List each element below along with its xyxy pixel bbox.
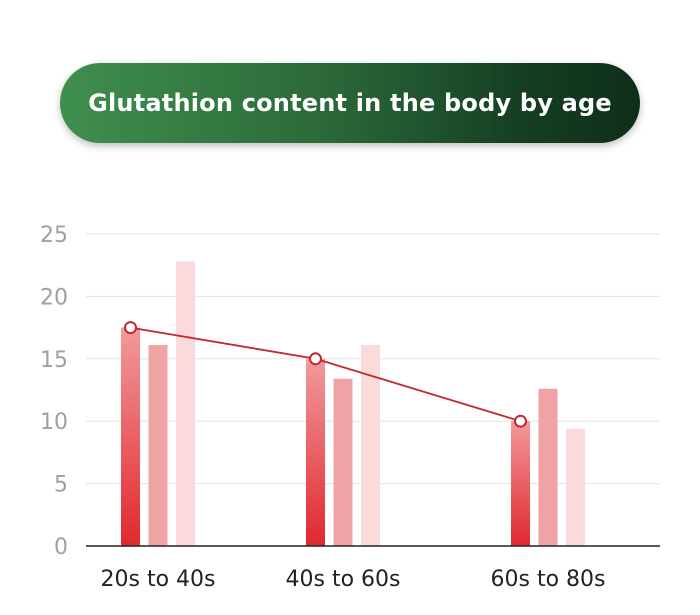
trend-point xyxy=(514,414,527,428)
bar xyxy=(148,345,168,546)
y-tick-label: 10 xyxy=(40,410,68,435)
chart-title: Glutathion content in the body by age xyxy=(88,89,612,117)
bar xyxy=(306,358,325,546)
trend-point xyxy=(124,321,137,335)
y-tick-label: 5 xyxy=(54,473,68,498)
trend-point xyxy=(309,352,322,366)
x-axis-labels: 20s to 40s 40s to 60s 60s to 80s xyxy=(101,567,606,592)
chart-title-banner: Glutathion content in the body by age xyxy=(60,63,640,143)
trend-line xyxy=(124,321,527,428)
y-tick-label: 15 xyxy=(40,348,68,373)
bars xyxy=(121,261,585,546)
bar xyxy=(361,345,380,546)
x-tick-label: 20s to 40s xyxy=(101,567,216,592)
y-tick-label: 25 xyxy=(40,223,68,248)
y-tick-label: 0 xyxy=(54,535,68,560)
y-tick-label: 20 xyxy=(40,285,68,310)
bar xyxy=(333,378,353,546)
x-tick-label: 60s to 80s xyxy=(491,567,606,592)
bar xyxy=(176,261,195,546)
x-tick-label: 40s to 60s xyxy=(286,567,401,592)
bar xyxy=(121,327,140,546)
bar xyxy=(566,428,585,546)
bar xyxy=(538,388,558,546)
bar xyxy=(511,421,530,546)
y-axis-ticks: 0 5 10 15 20 25 xyxy=(40,223,68,560)
